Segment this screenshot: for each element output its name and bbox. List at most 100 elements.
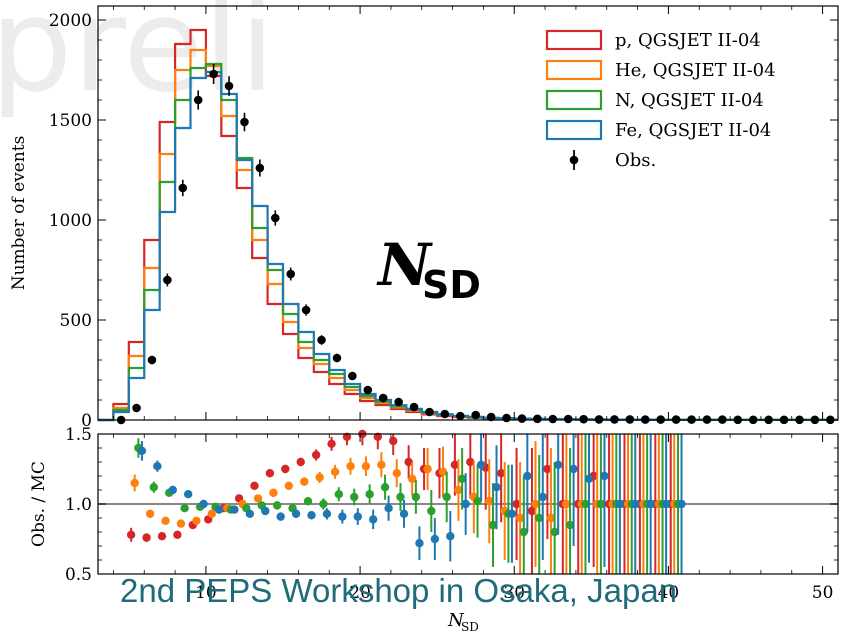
observed-point bbox=[286, 269, 296, 279]
ratio-point bbox=[346, 462, 355, 471]
ratio-point bbox=[461, 499, 470, 509]
observed-point bbox=[132, 403, 141, 413]
ratio-point bbox=[569, 464, 578, 474]
bottom-panel: 0.5 1.0 1.5 10 20 30 40 50 Obs. / MC N SD bbox=[29, 425, 839, 634]
observed-point bbox=[178, 183, 188, 193]
ratio-point bbox=[384, 504, 393, 513]
top-axes: 0 500 1000 1500 2000 bbox=[49, 6, 838, 431]
ratio-point bbox=[600, 471, 609, 481]
ratio-point bbox=[365, 490, 374, 499]
ratio-point bbox=[615, 499, 625, 509]
observed-point bbox=[301, 305, 311, 315]
ratio-point bbox=[153, 462, 162, 471]
observed-point bbox=[502, 413, 511, 423]
ratio-point bbox=[565, 520, 575, 530]
ratio-point bbox=[380, 483, 390, 492]
ratio-point bbox=[496, 469, 506, 478]
observed-point bbox=[209, 69, 218, 79]
ratio-point bbox=[207, 509, 216, 518]
ratio-point bbox=[176, 519, 186, 528]
bottom-x-tick-label: 10 bbox=[195, 583, 217, 603]
ratio-point bbox=[553, 460, 563, 469]
top-y-tick-label: 2000 bbox=[49, 11, 92, 31]
legend-label: Obs. bbox=[615, 150, 656, 171]
ratio-point bbox=[272, 501, 282, 510]
ratio-point bbox=[631, 499, 640, 509]
ratio-point bbox=[161, 516, 170, 525]
ratio-point bbox=[396, 492, 405, 502]
ratio-point bbox=[173, 530, 182, 539]
ratio-point bbox=[342, 432, 352, 441]
ratio-point bbox=[296, 457, 305, 467]
bottom-x-tick-label: 40 bbox=[658, 583, 680, 603]
bottom-y-tick-label: 0.5 bbox=[65, 565, 92, 585]
ratio-point bbox=[450, 460, 460, 469]
legend-label: Fe, QGSJET II-04 bbox=[615, 120, 771, 141]
ratio-point bbox=[473, 497, 482, 506]
top-y-axis-label: Number of events bbox=[9, 136, 29, 291]
ratio-point bbox=[485, 497, 494, 506]
ratio-point bbox=[523, 471, 532, 481]
observed-point bbox=[363, 385, 373, 395]
ratio-point bbox=[531, 499, 540, 509]
observed-point bbox=[270, 213, 280, 223]
bottom-x-axis-label: N SD bbox=[447, 610, 479, 634]
ratio-point bbox=[319, 499, 328, 509]
observed-point bbox=[378, 393, 388, 403]
ratio-point bbox=[327, 439, 336, 448]
ratio-point bbox=[661, 499, 671, 509]
ratio-point bbox=[157, 532, 167, 541]
observed-point bbox=[471, 410, 481, 420]
ratio-point bbox=[265, 469, 275, 478]
ratio-point bbox=[276, 512, 285, 521]
legend: p, QGSJET II-04 He, QGSJET II-04 N, QGSJET… bbox=[545, 29, 776, 171]
ratio-point bbox=[476, 460, 486, 469]
ratio-point bbox=[546, 513, 556, 523]
ratio-point bbox=[442, 492, 451, 502]
ratio-point bbox=[466, 457, 475, 467]
bottom-y-axis-label: Obs. / MC bbox=[29, 461, 49, 547]
observed-point bbox=[348, 371, 357, 381]
ratio-point bbox=[199, 499, 208, 509]
ratio-point bbox=[130, 478, 139, 488]
ratio-point bbox=[454, 485, 463, 495]
ratio-point bbox=[515, 513, 525, 523]
ratio-point bbox=[411, 492, 421, 502]
legend-label: He, QGSJET II-04 bbox=[615, 60, 776, 81]
ratio-point bbox=[230, 505, 239, 514]
bottom-x-tick-label: 50 bbox=[812, 583, 834, 603]
ratio-point bbox=[253, 494, 263, 503]
ratio-point bbox=[438, 467, 448, 476]
ratio-point bbox=[373, 432, 383, 441]
observed-point bbox=[517, 414, 527, 423]
top-y-tick-label: 500 bbox=[60, 311, 92, 331]
ratio-point bbox=[399, 509, 409, 518]
observed-point bbox=[255, 163, 265, 173]
ratio-point bbox=[389, 436, 398, 446]
observed-point bbox=[579, 414, 588, 424]
ratio-point bbox=[214, 505, 224, 514]
observed-point bbox=[455, 411, 465, 421]
observed-point bbox=[533, 414, 542, 424]
bottom-frame bbox=[97, 433, 839, 575]
ratio-point bbox=[404, 457, 413, 467]
ratio-point bbox=[168, 485, 177, 495]
observed-point bbox=[394, 397, 403, 407]
observed-point bbox=[163, 275, 172, 285]
ratio-point bbox=[543, 464, 552, 474]
observed-point bbox=[425, 407, 434, 417]
ratio-point bbox=[311, 450, 321, 460]
ratio-point bbox=[538, 492, 547, 502]
watermark: preli bbox=[0, 0, 275, 121]
ratio-point bbox=[322, 509, 332, 518]
ratio-point bbox=[446, 532, 455, 541]
ratio-point bbox=[300, 477, 309, 486]
svg-text:SD: SD bbox=[422, 263, 481, 307]
ratio-point bbox=[192, 516, 201, 525]
ratio-point bbox=[315, 473, 324, 482]
ratio-point bbox=[350, 492, 359, 502]
top-y-tick-label: 1500 bbox=[49, 111, 92, 131]
ratio-point bbox=[361, 462, 371, 471]
bottom-axes: 0.5 1.0 1.5 10 20 30 40 50 bbox=[65, 425, 838, 603]
